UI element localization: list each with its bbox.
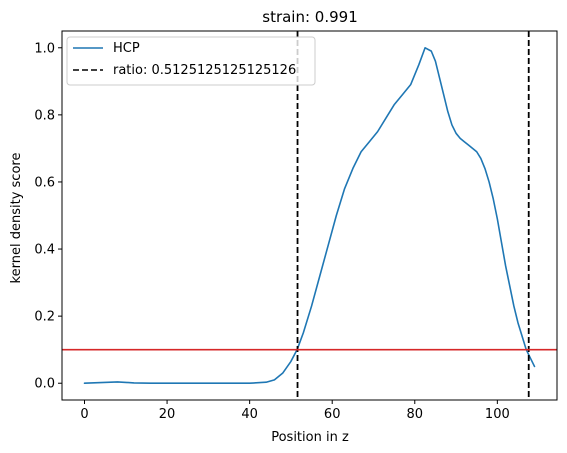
x-tick-label: 60 (324, 407, 341, 422)
plot-area (62, 31, 557, 400)
x-axis-label: Position in z (271, 430, 349, 445)
y-tick-label: 0.8 (34, 108, 55, 123)
series-line-hcp (83, 46, 536, 385)
y-axis-label: kernel density score (9, 153, 24, 284)
x-tick-label: 80 (407, 407, 424, 422)
y-tick-label: 0.6 (34, 175, 55, 190)
legend: HCP ratio: 0.5125125125125126 (66, 36, 316, 86)
legend-label-hcp: HCP (113, 41, 140, 56)
x-tick-label: 40 (241, 407, 258, 422)
y-tick-label: 0.0 (34, 377, 55, 392)
x-tick-label: 100 (485, 407, 510, 422)
y-tick-label: 1.0 (34, 41, 55, 56)
y-tick-label: 0.4 (34, 243, 55, 258)
axes: 0 20 40 60 80 100 0.0 0.2 0.4 0.6 0.8 1.0 (34, 30, 558, 422)
legend-frame (66, 36, 316, 86)
plot-clipped-group (62, 31, 557, 400)
y-tick-label: 0.2 (34, 310, 55, 325)
axes-frame (61, 30, 558, 401)
x-tick-label: 0 (80, 407, 88, 422)
x-tick-label: 20 (159, 407, 176, 422)
legend-label-ratio: ratio: 0.5125125125125126 (113, 63, 296, 78)
chart-title: strain: 0.991 (262, 8, 358, 26)
